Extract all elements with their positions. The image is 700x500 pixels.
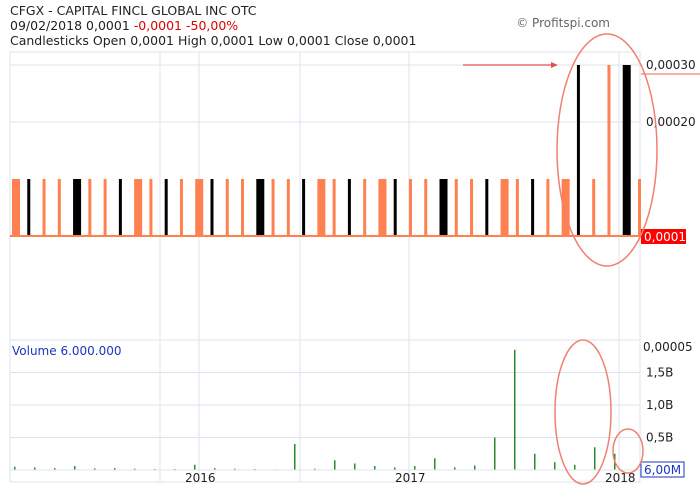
x-tick-label: 2018: [605, 471, 636, 485]
volume-bar-0: [14, 466, 16, 470]
price-bar-23: [363, 179, 367, 236]
volume-bar-6: [134, 468, 136, 470]
volume-bar-22: [454, 467, 456, 470]
price-bar-18: [286, 179, 290, 236]
price-bar-41: [638, 179, 641, 236]
volume-bar-11: [234, 468, 236, 470]
price-bar-17: [271, 179, 275, 236]
volume-bar-9: [194, 464, 196, 470]
price-bar-10: [164, 179, 168, 236]
volume-tick-label: 1,5B: [646, 366, 673, 380]
price-bar-16: [256, 179, 265, 236]
x-tick-label: 2017: [395, 471, 426, 485]
annotation-ellipse-price: [556, 33, 658, 267]
price-bar-1: [27, 179, 31, 236]
price-bar-13: [210, 179, 214, 236]
price-bar-19: [302, 179, 306, 236]
price-bar-25: [393, 179, 397, 236]
price-bar-27: [424, 179, 428, 236]
price-tick-label: 0,00020: [646, 115, 696, 129]
volume-bar-1: [34, 467, 36, 470]
price-bar-9: [149, 179, 153, 236]
price-bar-4: [73, 179, 82, 236]
price-bar-22: [347, 179, 351, 236]
price-bar-37: [576, 65, 580, 236]
quote-last: 0,0001: [86, 18, 130, 33]
last-price-badge: [641, 229, 686, 244]
price-bar-38: [592, 179, 596, 236]
volume-bar-3: [74, 466, 76, 470]
quote-line: 09/02/2018 0,0001 -0,0001 -50,00%: [10, 18, 238, 33]
volume-bar-14: [294, 444, 296, 470]
volume-bar-28: [574, 464, 576, 470]
price-bar-6: [103, 179, 107, 236]
price-tick-label: 0,00030: [646, 58, 696, 72]
price-bar-5: [88, 179, 92, 236]
price-bar-24: [378, 179, 387, 236]
price-bar-30: [470, 179, 474, 236]
price-bar-0: [12, 179, 20, 236]
price-bar-21: [332, 179, 336, 236]
volume-bar-16: [334, 460, 336, 470]
price-bar-34: [531, 179, 535, 236]
x-tick-label: 2016: [185, 471, 216, 485]
price-bar-15: [241, 179, 245, 236]
quote-change: -0,0001: [133, 18, 183, 33]
price-bar-14: [225, 179, 229, 236]
price-bar-20: [317, 179, 326, 236]
quote-change-pct: -50,00%: [186, 18, 239, 33]
price-bar-33: [515, 179, 519, 236]
price-bar-39: [607, 65, 611, 236]
volume-bar-23: [474, 465, 476, 470]
annotation-ellipse-last: [612, 428, 644, 474]
price-bar-11: [179, 179, 183, 236]
volume-badge-text: 6,00M: [644, 463, 681, 477]
volume-bar-15: [314, 468, 316, 470]
volume-bar-29: [594, 447, 596, 470]
price-bar-26: [408, 179, 412, 236]
volume-bar-19: [394, 467, 396, 470]
price-bar-35: [546, 179, 550, 236]
annotation-ellipse-volume: [554, 339, 612, 485]
volume-tick-label: 1,0B: [646, 398, 673, 412]
volume-bar-27: [554, 462, 556, 470]
price-bar-7: [118, 179, 122, 236]
price-bar-32: [500, 179, 509, 236]
plot-frame: [9, 51, 641, 483]
volume-label: Volume 6.000.000: [12, 344, 122, 358]
annotation-arrow-head: [551, 62, 558, 68]
volume-bar-20: [414, 466, 416, 470]
volume-bar-10: [214, 468, 216, 470]
volume-bar-24: [494, 437, 496, 470]
price-bar-29: [454, 179, 458, 236]
volume-bar-5: [114, 468, 116, 470]
volume-tick-label: 0,5B: [646, 431, 673, 445]
last-price-badge-text: 0,0001: [644, 230, 686, 244]
price-bar-28: [439, 179, 448, 236]
chart-title: CFGX - CAPITAL FINCL GLOBAL INC OTC: [10, 3, 257, 18]
volume-badge: [640, 461, 685, 478]
volume-bar-25: [514, 349, 516, 470]
volume-top-label: 0,00005: [643, 340, 693, 354]
price-bar-40: [622, 65, 631, 236]
price-bar-8: [134, 179, 143, 236]
price-bar-12: [195, 179, 204, 236]
volume-bar-2: [54, 468, 56, 470]
volume-bar-21: [434, 458, 436, 470]
price-bar-31: [485, 179, 489, 236]
volume-bar-18: [374, 466, 376, 470]
price-bar-2: [42, 179, 46, 236]
volume-bar-4: [94, 468, 96, 470]
watermark: © Profitspi.com: [516, 16, 610, 30]
volume-bar-17: [354, 463, 356, 470]
price-bar-3: [57, 179, 61, 236]
volume-bar-26: [534, 453, 536, 470]
quote-date: 09/02/2018: [10, 18, 83, 33]
ohlc-line: Candlesticks Open 0,0001 High 0,0001 Low…: [10, 33, 417, 48]
price-bar-36: [561, 179, 570, 236]
